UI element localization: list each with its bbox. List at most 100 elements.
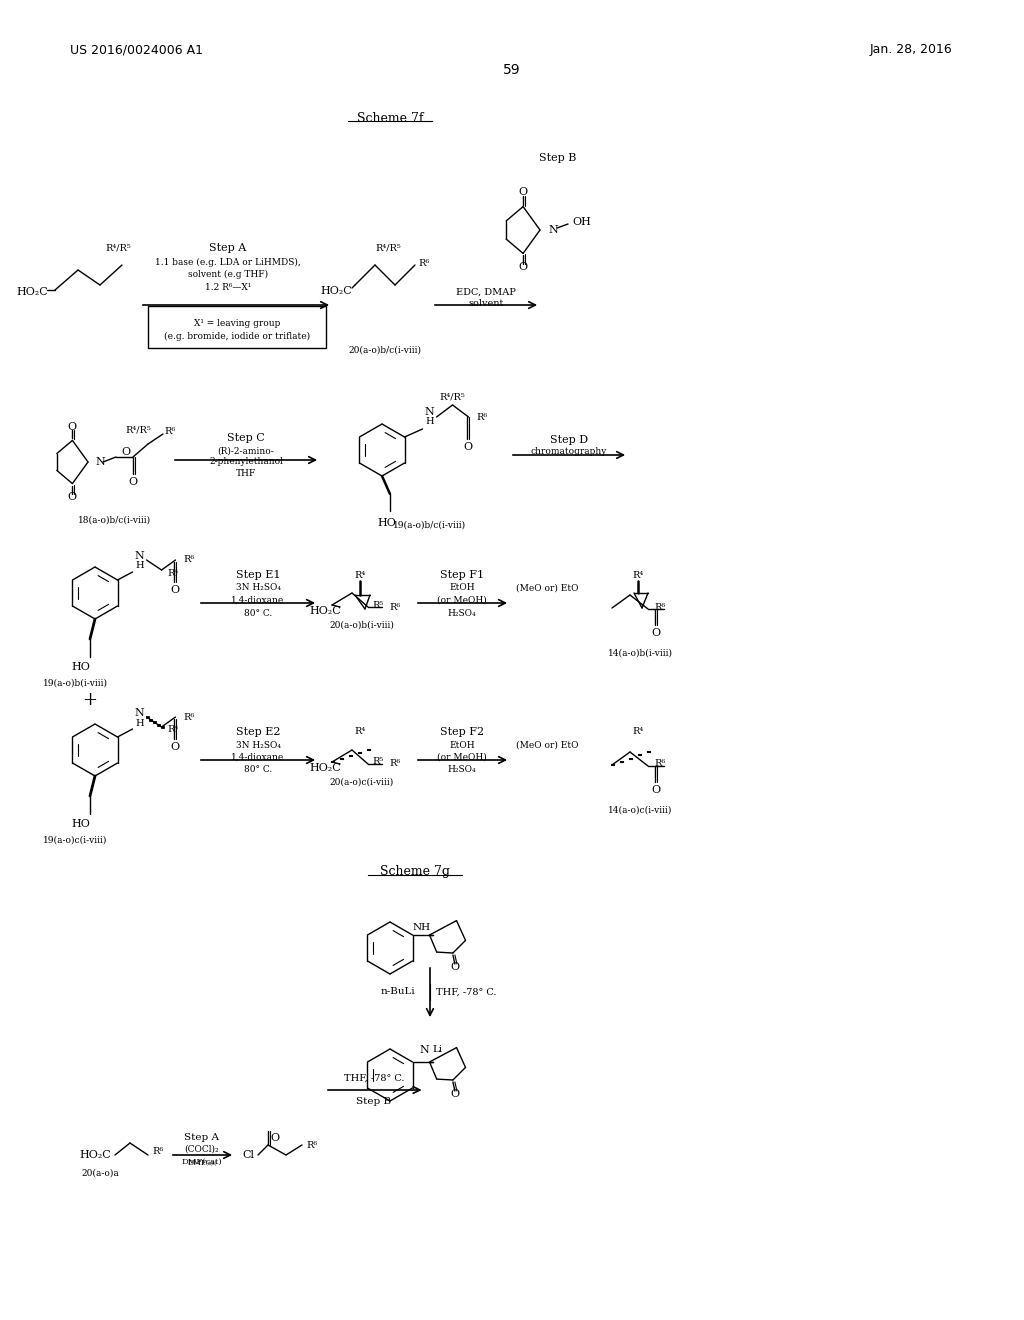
FancyBboxPatch shape bbox=[148, 306, 326, 348]
Text: THF, -78° C.: THF, -78° C. bbox=[344, 1073, 404, 1082]
Text: O: O bbox=[518, 263, 527, 272]
Text: R⁶: R⁶ bbox=[389, 602, 400, 611]
Text: Li: Li bbox=[432, 1045, 442, 1055]
Text: H: H bbox=[425, 417, 434, 426]
Text: n-BuLi: n-BuLi bbox=[380, 987, 415, 997]
Text: 14(a-o)c(i-viii): 14(a-o)c(i-viii) bbox=[608, 805, 672, 814]
Text: chromatography: chromatography bbox=[530, 447, 607, 457]
Text: 20(a-o)a: 20(a-o)a bbox=[81, 1168, 119, 1177]
Text: N: N bbox=[134, 708, 144, 718]
Text: R⁶: R⁶ bbox=[164, 428, 176, 437]
Text: US 2016/0024006 A1: US 2016/0024006 A1 bbox=[70, 44, 203, 57]
Text: X¹ = leaving group: X¹ = leaving group bbox=[194, 318, 281, 327]
Text: 3N H₂SO₄: 3N H₂SO₄ bbox=[236, 741, 281, 750]
Text: R⁴: R⁴ bbox=[633, 727, 644, 737]
Text: O: O bbox=[128, 477, 137, 487]
Text: N: N bbox=[548, 224, 558, 235]
Text: 1,4-dioxane: 1,4-dioxane bbox=[231, 595, 285, 605]
Text: N: N bbox=[420, 1045, 429, 1055]
Text: 20(a-o)c(i-viii): 20(a-o)c(i-viii) bbox=[330, 777, 394, 787]
Text: Step F2: Step F2 bbox=[440, 727, 484, 737]
Text: O: O bbox=[270, 1133, 280, 1143]
Text: HO₂C: HO₂C bbox=[309, 763, 341, 774]
Text: +: + bbox=[83, 690, 97, 709]
Text: R⁶: R⁶ bbox=[654, 759, 666, 768]
Text: Scheme 7g: Scheme 7g bbox=[380, 866, 450, 879]
Text: H: H bbox=[135, 718, 143, 727]
Text: Step E1: Step E1 bbox=[236, 570, 281, 579]
Text: HO: HO bbox=[72, 663, 90, 672]
Text: Step C: Step C bbox=[227, 433, 265, 444]
Text: OH: OH bbox=[572, 216, 591, 227]
Text: 59: 59 bbox=[503, 63, 521, 77]
Text: R⁴: R⁴ bbox=[168, 726, 179, 734]
Text: R⁴/R⁵: R⁴/R⁵ bbox=[125, 425, 151, 434]
Text: 1.1 base (e.g. LDA or LiHMDS),: 1.1 base (e.g. LDA or LiHMDS), bbox=[155, 257, 301, 267]
Text: HO₂C: HO₂C bbox=[16, 286, 48, 297]
Text: 1.2 R⁶—X¹: 1.2 R⁶—X¹ bbox=[205, 282, 251, 292]
Text: H₂SO₄: H₂SO₄ bbox=[447, 766, 476, 775]
Text: R⁴/R⁵: R⁴/R⁵ bbox=[439, 392, 465, 401]
Text: R⁵: R⁵ bbox=[373, 758, 384, 767]
Text: 20(a-o)b(i-viii): 20(a-o)b(i-viii) bbox=[330, 620, 394, 630]
Text: (or MeOH): (or MeOH) bbox=[437, 595, 486, 605]
Text: (MeO or) EtO: (MeO or) EtO bbox=[516, 583, 579, 593]
Text: 18(a-o)b/c(i-viii): 18(a-o)b/c(i-viii) bbox=[79, 516, 152, 524]
Text: EtOH: EtOH bbox=[450, 741, 475, 750]
Text: solvent (e.g THF): solvent (e.g THF) bbox=[188, 269, 268, 279]
Text: R⁵: R⁵ bbox=[373, 601, 384, 610]
Text: 19(a-o)b(i-viii): 19(a-o)b(i-viii) bbox=[43, 678, 108, 688]
Text: DMF₍ₐ₎ₜ₎: DMF₍ₐ₎ₜ₎ bbox=[187, 1158, 217, 1166]
Text: 80° C.: 80° C. bbox=[244, 609, 272, 618]
Text: Step D: Step D bbox=[550, 436, 588, 445]
Text: HO: HO bbox=[378, 517, 396, 528]
Text: R⁶: R⁶ bbox=[654, 602, 666, 611]
Text: (MeO or) EtO: (MeO or) EtO bbox=[516, 741, 579, 750]
Text: O: O bbox=[451, 962, 460, 972]
Text: Step B: Step B bbox=[356, 1097, 391, 1106]
Text: R⁴: R⁴ bbox=[633, 570, 644, 579]
Text: Step B: Step B bbox=[540, 153, 577, 162]
Text: 20(a-o)b/c(i-viii): 20(a-o)b/c(i-viii) bbox=[348, 346, 422, 355]
Text: 2-phenylethanol: 2-phenylethanol bbox=[209, 458, 283, 466]
Text: N: N bbox=[425, 407, 434, 417]
Text: O: O bbox=[463, 442, 472, 451]
Text: 80° C.: 80° C. bbox=[244, 766, 272, 775]
Text: HO: HO bbox=[72, 818, 90, 829]
Text: EDC, DMAP: EDC, DMAP bbox=[456, 288, 516, 297]
Text: O: O bbox=[518, 186, 527, 197]
Text: NH: NH bbox=[413, 923, 430, 932]
Text: (COCl)₂: (COCl)₂ bbox=[184, 1144, 219, 1154]
Text: Step F1: Step F1 bbox=[440, 570, 484, 579]
Text: Scheme 7f: Scheme 7f bbox=[356, 111, 423, 124]
Text: R⁴: R⁴ bbox=[354, 727, 366, 737]
Text: H: H bbox=[135, 561, 143, 570]
Text: HO₂C: HO₂C bbox=[309, 606, 341, 616]
Text: O: O bbox=[451, 1089, 460, 1100]
Text: N: N bbox=[95, 457, 104, 467]
Text: solvent: solvent bbox=[468, 298, 504, 308]
Text: Step E2: Step E2 bbox=[236, 727, 281, 737]
Text: O: O bbox=[651, 785, 660, 795]
Text: 14(a-o)b(i-viii): 14(a-o)b(i-viii) bbox=[607, 648, 673, 657]
Text: R⁶: R⁶ bbox=[389, 759, 400, 768]
Text: Step A: Step A bbox=[184, 1133, 219, 1142]
Text: (or MeOH): (or MeOH) bbox=[437, 752, 486, 762]
Text: R⁶: R⁶ bbox=[476, 412, 487, 421]
Text: R⁶: R⁶ bbox=[419, 259, 430, 268]
Text: R⁶: R⁶ bbox=[153, 1147, 164, 1156]
Text: O: O bbox=[651, 628, 660, 638]
Text: R⁴/R⁵: R⁴/R⁵ bbox=[375, 243, 400, 252]
Text: 19(a-o)c(i-viii): 19(a-o)c(i-viii) bbox=[43, 836, 108, 845]
Text: (R)-2-amino-: (R)-2-amino- bbox=[218, 446, 274, 455]
Text: R⁶: R⁶ bbox=[183, 556, 195, 565]
Text: Cl: Cl bbox=[242, 1150, 254, 1160]
Text: R⁶: R⁶ bbox=[306, 1140, 317, 1150]
Text: R⁶: R⁶ bbox=[183, 713, 195, 722]
Text: EtOH: EtOH bbox=[450, 583, 475, 593]
Text: THF: THF bbox=[236, 469, 256, 478]
Text: THF, -78° C.: THF, -78° C. bbox=[436, 987, 497, 997]
Text: 3N H₂SO₄: 3N H₂SO₄ bbox=[236, 583, 281, 593]
Text: HO₂C: HO₂C bbox=[321, 286, 352, 296]
Text: H₂SO₄: H₂SO₄ bbox=[447, 609, 476, 618]
